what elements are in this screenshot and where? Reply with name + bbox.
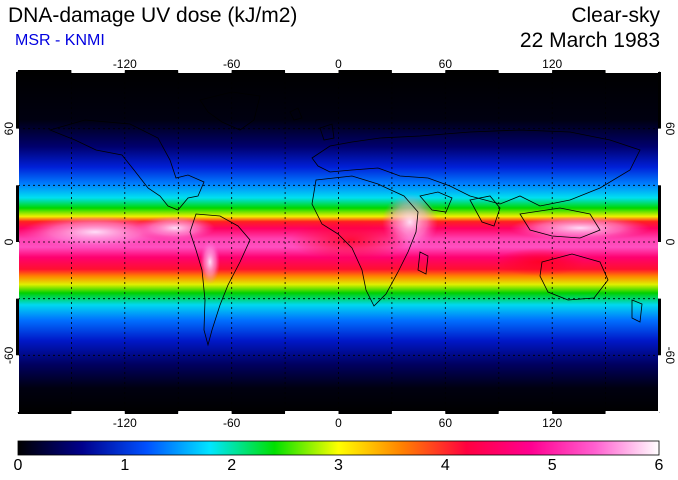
frame-bar	[18, 70, 72, 73]
frame-bar	[285, 411, 339, 414]
frame-bar	[285, 70, 339, 73]
frame-bar	[124, 70, 179, 73]
frame-bar	[658, 242, 661, 299]
frame-bar	[605, 70, 659, 73]
lon-tick-label: -120	[113, 416, 137, 430]
lon-tick-label: -60	[223, 416, 241, 430]
lon-tick-label: 0	[335, 57, 342, 71]
colorbar-label: 2	[227, 457, 237, 474]
frame-bar	[391, 411, 446, 414]
frame-bar	[178, 70, 232, 73]
frame-bar	[231, 411, 286, 414]
frame-bar	[16, 355, 19, 412]
frame-bar	[124, 411, 179, 414]
frame-bar	[658, 298, 661, 356]
sky-condition: Clear-sky	[571, 4, 660, 27]
frame-bar	[16, 128, 19, 186]
frame-bar	[658, 355, 661, 412]
colorbar-label: 1	[120, 457, 130, 474]
lon-tick-label: 120	[542, 57, 562, 71]
frame-bar	[445, 411, 499, 414]
map-title: DNA-damage UV dose (kJ/m2)	[8, 4, 298, 27]
frame-bar	[391, 70, 446, 73]
longitude-ticks-top: -120 -60 0 60 120	[113, 57, 563, 71]
frame-bar	[605, 411, 659, 414]
frame-bar	[16, 298, 19, 356]
lat-tick-label: -60	[663, 347, 677, 365]
map-date: 22 March 1983	[519, 29, 660, 52]
colorbar-label: 3	[334, 457, 343, 474]
map-credit: MSR - KNMI	[15, 32, 105, 49]
lon-tick-label: -60	[223, 57, 241, 71]
frame-bar	[552, 411, 606, 414]
graticule	[18, 72, 659, 412]
lon-tick-label: -120	[113, 57, 137, 71]
latitude-ticks-right: 60 0 -60	[663, 122, 677, 364]
colorbar-label: 4	[440, 457, 450, 474]
lat-tick-label: 60	[663, 122, 677, 136]
frame-bar	[71, 70, 125, 73]
longitude-ticks-bottom: -120 -60 0 60 120	[113, 416, 563, 430]
frame-bar	[71, 411, 125, 414]
coastlines	[48, 91, 643, 347]
frame-bar	[16, 185, 19, 242]
frame-bar	[658, 128, 661, 186]
colorbar-label: 0	[13, 457, 23, 474]
frame-bar	[498, 70, 553, 73]
frame-bar	[658, 72, 661, 129]
frame-bar	[231, 70, 286, 73]
frame-bar	[658, 185, 661, 242]
lat-tick-label: 60	[2, 122, 16, 136]
frame-bar	[498, 411, 553, 414]
frame-bar	[338, 411, 392, 414]
lon-tick-label: 0	[335, 416, 342, 430]
colorbar	[17, 440, 660, 456]
frame-bar	[16, 242, 19, 299]
lat-tick-label: 0	[2, 238, 16, 245]
frame-bar	[445, 70, 499, 73]
frame-bar	[16, 72, 19, 129]
lat-tick-label: -60	[2, 346, 16, 364]
frame-bar	[178, 411, 232, 414]
frame-bar	[338, 70, 392, 73]
frame-bar	[18, 411, 72, 414]
lat-tick-label: 0	[663, 239, 677, 246]
lon-tick-label: 120	[542, 416, 562, 430]
latitude-ticks-left: 60 0 -60	[2, 122, 16, 364]
frame-ticks	[16, 70, 661, 414]
lon-tick-label: 60	[439, 416, 453, 430]
colorbar-label: 5	[547, 457, 557, 474]
colorbar-label: 6	[654, 457, 664, 474]
lon-tick-label: 60	[439, 57, 453, 71]
frame-bar	[552, 70, 606, 73]
